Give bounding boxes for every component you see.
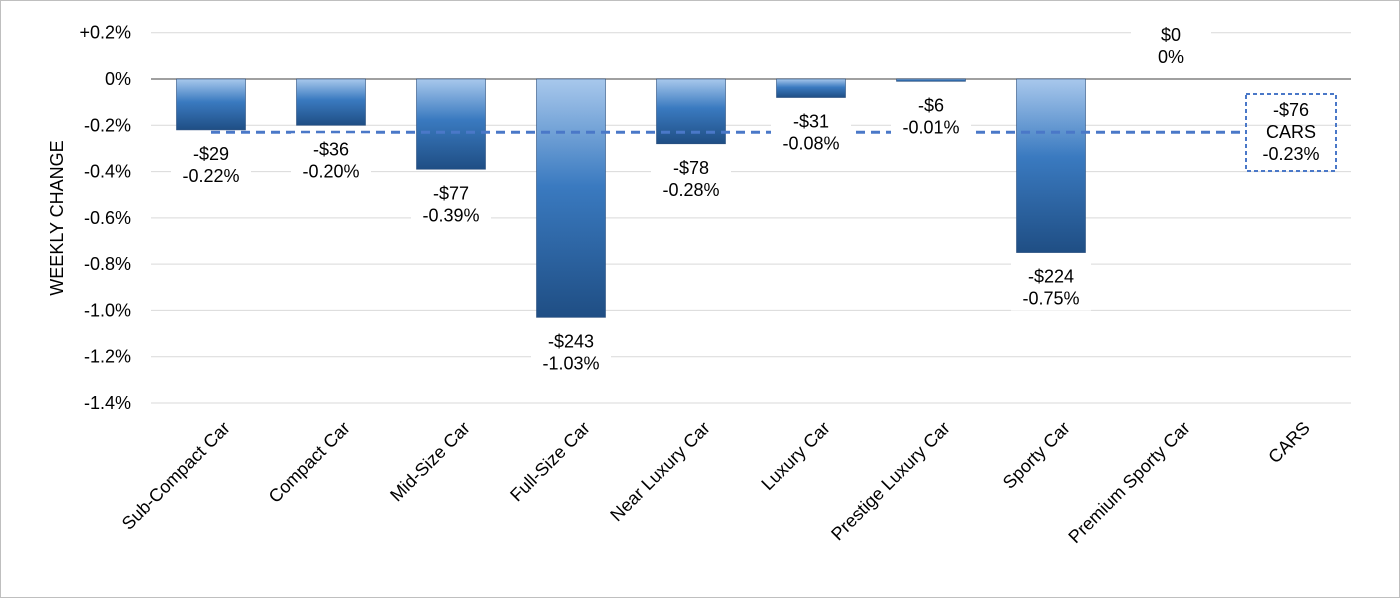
data-label-backing <box>1011 260 1091 311</box>
data-label-backing <box>531 325 611 376</box>
bar-sub-compact-car <box>176 78 246 131</box>
data-label-dollar: -$77 <box>433 183 469 203</box>
y-axis-title: WEEKLY CHANGE <box>47 140 67 295</box>
data-label-percent: -0.20% <box>302 161 359 181</box>
data-label-backing <box>891 89 971 140</box>
data-label-backing <box>771 105 851 156</box>
x-category-label: Near Luxury Car <box>606 418 714 526</box>
data-label-percent: -0.75% <box>1022 289 1079 309</box>
y-tick-label: -1.0% <box>84 300 131 320</box>
data-label-backing <box>651 151 731 202</box>
data-label-dollar: -$29 <box>193 144 229 164</box>
data-label-percent: -0.28% <box>662 180 719 200</box>
data-label-percent: -0.39% <box>422 205 479 225</box>
bar-mid-size-car <box>416 78 486 170</box>
data-label-percent: -0.08% <box>782 134 839 154</box>
data-label-dollar: $0 <box>1161 25 1181 45</box>
reference-label-box <box>1245 93 1337 172</box>
data-label-percent: -0.23% <box>1262 144 1319 164</box>
y-tick-label: -1.4% <box>84 393 131 413</box>
data-labels: -$29-0.22% -$36-0.20% -$77-0.39% -$243-1.03… <box>171 19 1337 376</box>
x-category-label: Mid-Size Car <box>386 418 474 506</box>
x-category-label: Sub-Compact Car <box>118 418 234 534</box>
x-category-label: Compact Car <box>265 418 354 507</box>
x-category-label: Luxury Car <box>757 418 833 494</box>
data-label-percent: -0.22% <box>182 166 239 186</box>
y-tick-label: -0.4% <box>84 162 131 182</box>
x-axis-category-labels: Sub-Compact Car Compact Car Mid-Size Car Fu… <box>118 418 1314 547</box>
y-tick-label: -0.8% <box>84 254 131 274</box>
y-tick-label: -1.2% <box>84 347 131 367</box>
y-tick-label: -0.6% <box>84 208 131 228</box>
x-category-label: Premium Sporty Car <box>1064 418 1193 547</box>
data-label-backing <box>411 177 491 228</box>
y-tick-label: +0.2% <box>79 23 131 43</box>
data-label-backing <box>171 137 251 188</box>
bar-sporty-car <box>1016 78 1086 253</box>
bars <box>176 78 1086 318</box>
data-label-percent: -1.03% <box>542 353 599 373</box>
bar-full-size-car <box>536 78 606 318</box>
data-label-dollar: -$31 <box>793 112 829 132</box>
data-label-backing <box>291 133 371 184</box>
y-axis-ticks: +0.2% 0% -0.2% -0.4% -0.6% -0.8% -1.0% -1.2% -1.… <box>79 23 131 413</box>
y-tick-label: -0.2% <box>84 115 131 135</box>
y-tick-label: 0% <box>105 69 131 89</box>
x-category-label: Full-Size Car <box>506 418 594 506</box>
bar-luxury-car <box>776 78 846 98</box>
reference-line-label: CARS <box>1266 122 1316 142</box>
data-label-dollar: -$36 <box>313 139 349 159</box>
x-category-label: CARS <box>1264 418 1314 468</box>
bar-compact-car <box>296 78 366 126</box>
x-category-label: Sporty Car <box>999 418 1074 493</box>
bar-prestige-luxury-car <box>896 78 966 82</box>
bar-near-luxury-car <box>656 78 726 145</box>
data-label-dollar: -$243 <box>548 331 594 351</box>
data-label-percent: 0% <box>1158 47 1184 67</box>
data-label-dollar: -$76 <box>1273 100 1309 120</box>
data-label-dollar: -$224 <box>1028 267 1074 287</box>
data-label-percent: -0.01% <box>902 117 959 137</box>
data-label-dollar: -$78 <box>673 158 709 178</box>
data-label-backing <box>1131 19 1211 69</box>
data-label-dollar: -$6 <box>918 95 944 115</box>
x-category-label: Prestige Luxury Car <box>827 418 954 545</box>
